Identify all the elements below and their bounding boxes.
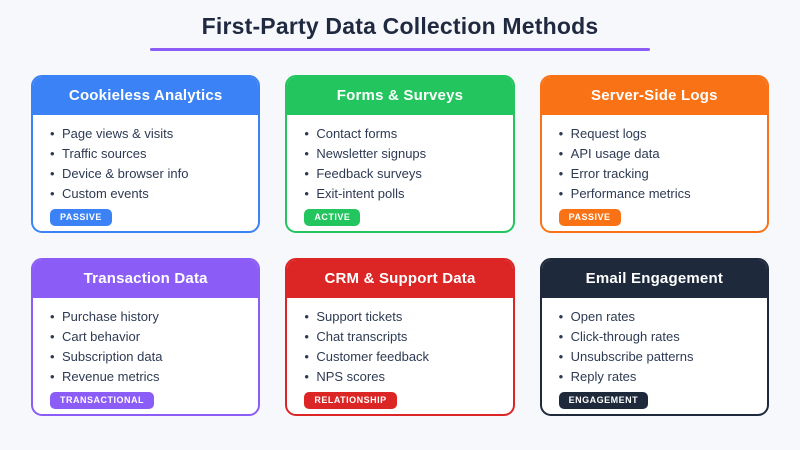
card-transaction-data: Transaction Data Purchase history Cart b… — [31, 258, 261, 416]
card-title: Transaction Data — [33, 260, 259, 298]
list-item: Subscription data — [49, 347, 242, 367]
list-item: Feedback surveys — [303, 164, 496, 184]
list-item: Custom events — [49, 184, 242, 204]
card-list: Page views & visits Traffic sources Devi… — [49, 124, 242, 204]
card-server-side-logs: Server-Side Logs Request logs API usage … — [539, 75, 769, 233]
card-email-engagement: Email Engagement Open rates Click-throug… — [539, 258, 769, 416]
list-item: Cart behavior — [49, 327, 242, 347]
card-body: Page views & visits Traffic sources Devi… — [33, 115, 258, 231]
list-item: NPS scores — [303, 367, 496, 387]
status-badge: PASSIVE — [558, 209, 621, 226]
status-badge: ACTIVE — [304, 209, 361, 226]
card-list: Request logs API usage data Error tracki… — [558, 124, 751, 204]
card-title: Cookieless Analytics — [33, 77, 259, 115]
card-title: CRM & Support Data — [287, 260, 513, 298]
list-item: Support tickets — [303, 307, 496, 327]
card-crm-support-data: CRM & Support Data Support tickets Chat … — [285, 258, 515, 416]
status-badge: ENGAGEMENT — [558, 392, 649, 409]
card-cookieless-analytics: Cookieless Analytics Page views & visits… — [31, 75, 261, 233]
card-list: Support tickets Chat transcripts Custome… — [303, 307, 496, 387]
card-grid: Cookieless Analytics Page views & visits… — [31, 75, 769, 416]
card-title: Server-Side Logs — [541, 77, 767, 115]
list-item: Exit-intent polls — [303, 184, 496, 204]
card-title: Forms & Surveys — [287, 77, 513, 115]
list-item: Reply rates — [558, 367, 751, 387]
list-item: Purchase history — [49, 307, 242, 327]
list-item: Contact forms — [303, 124, 496, 144]
card-list: Contact forms Newsletter signups Feedbac… — [303, 124, 496, 204]
title-underline — [150, 48, 650, 51]
list-item: Unsubscribe patterns — [558, 347, 751, 367]
card-body: Contact forms Newsletter signups Feedbac… — [287, 115, 512, 231]
page-header: First-Party Data Collection Methods — [0, 0, 800, 51]
list-item: Newsletter signups — [303, 144, 496, 164]
status-badge: RELATIONSHIP — [304, 392, 397, 409]
list-item: Chat transcripts — [303, 327, 496, 347]
list-item: Performance metrics — [558, 184, 751, 204]
card-forms-surveys: Forms & Surveys Contact forms Newsletter… — [285, 75, 515, 233]
card-list: Open rates Click-through rates Unsubscri… — [558, 307, 751, 387]
list-item: Customer feedback — [303, 347, 496, 367]
list-item: Open rates — [558, 307, 751, 327]
list-item: Request logs — [558, 124, 751, 144]
card-body: Request logs API usage data Error tracki… — [542, 115, 767, 231]
page-title: First-Party Data Collection Methods — [201, 13, 599, 39]
list-item: Error tracking — [558, 164, 751, 184]
list-item: API usage data — [558, 144, 751, 164]
list-item: Click-through rates — [558, 327, 751, 347]
status-badge: PASSIVE — [50, 209, 112, 226]
card-title: Email Engagement — [541, 260, 767, 298]
list-item: Page views & visits — [49, 124, 242, 144]
card-body: Open rates Click-through rates Unsubscri… — [542, 298, 767, 414]
list-item: Device & browser info — [49, 164, 242, 184]
card-body: Purchase history Cart behavior Subscript… — [33, 298, 258, 414]
status-badge: TRANSACTIONAL — [50, 392, 154, 409]
card-body: Support tickets Chat transcripts Custome… — [287, 298, 512, 414]
card-list: Purchase history Cart behavior Subscript… — [49, 307, 242, 387]
list-item: Revenue metrics — [49, 367, 242, 387]
list-item: Traffic sources — [49, 144, 242, 164]
